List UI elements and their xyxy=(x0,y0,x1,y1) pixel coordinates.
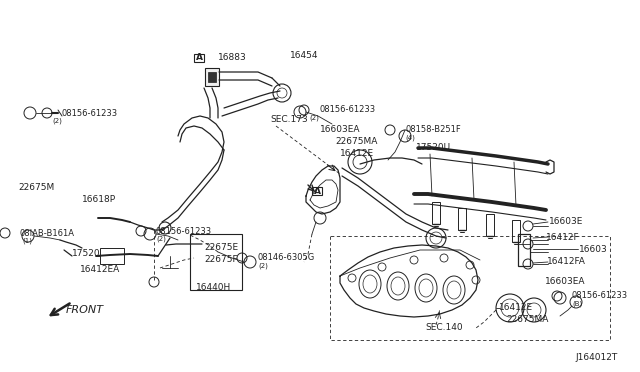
Text: 16412EA: 16412EA xyxy=(80,266,120,275)
Text: (B): (B) xyxy=(572,301,582,307)
Text: 17520: 17520 xyxy=(72,250,100,259)
Text: 16440H: 16440H xyxy=(196,282,231,292)
Bar xyxy=(518,234,530,266)
Text: (1): (1) xyxy=(22,238,32,244)
Text: (4): (4) xyxy=(405,135,415,141)
Text: 22675MA: 22675MA xyxy=(506,315,548,324)
Text: 16412E: 16412E xyxy=(340,150,374,158)
Bar xyxy=(458,208,466,230)
Text: 22675M: 22675M xyxy=(18,183,54,192)
Text: 08156-61233: 08156-61233 xyxy=(572,292,628,301)
Text: 16454: 16454 xyxy=(290,51,319,60)
Text: 16603E: 16603E xyxy=(549,218,584,227)
Bar xyxy=(486,214,494,236)
Bar xyxy=(512,220,520,242)
Text: 16603: 16603 xyxy=(579,244,608,253)
Bar xyxy=(312,187,322,195)
Text: 22675MA: 22675MA xyxy=(335,138,378,147)
Text: FRONT: FRONT xyxy=(66,305,104,315)
Bar xyxy=(190,234,242,290)
Text: 08146-6305G: 08146-6305G xyxy=(257,253,314,263)
Text: 16412F: 16412F xyxy=(546,232,580,241)
Text: 08156-61233: 08156-61233 xyxy=(156,227,212,235)
Text: (2): (2) xyxy=(52,118,62,124)
Bar xyxy=(432,202,440,224)
Text: A: A xyxy=(314,186,321,196)
Text: SEC.173: SEC.173 xyxy=(270,115,308,125)
Bar xyxy=(208,72,216,82)
Text: 08158-B251F: 08158-B251F xyxy=(405,125,461,135)
Text: 22675F: 22675F xyxy=(204,256,237,264)
Text: 16412FA: 16412FA xyxy=(547,257,586,266)
Text: 22675E: 22675E xyxy=(204,244,238,253)
Text: 16603EA: 16603EA xyxy=(320,125,360,135)
Bar xyxy=(100,248,124,264)
Text: 16603EA: 16603EA xyxy=(545,278,586,286)
Bar xyxy=(194,54,204,62)
Text: (2): (2) xyxy=(156,236,166,242)
Text: 16412E: 16412E xyxy=(499,304,533,312)
Text: 16883: 16883 xyxy=(218,54,247,62)
Text: (2): (2) xyxy=(309,115,319,121)
Text: 16618P: 16618P xyxy=(82,196,116,205)
Text: 08IAB-B161A: 08IAB-B161A xyxy=(20,228,75,237)
Text: 17520U: 17520U xyxy=(416,144,451,153)
Text: (2): (2) xyxy=(258,263,268,269)
Text: 08156-61233: 08156-61233 xyxy=(62,109,118,118)
Text: J164012T: J164012T xyxy=(575,353,617,362)
Bar xyxy=(205,68,219,86)
Text: 08156-61233: 08156-61233 xyxy=(319,106,375,115)
Text: A: A xyxy=(195,54,202,62)
Text: SEC.140: SEC.140 xyxy=(425,324,463,333)
